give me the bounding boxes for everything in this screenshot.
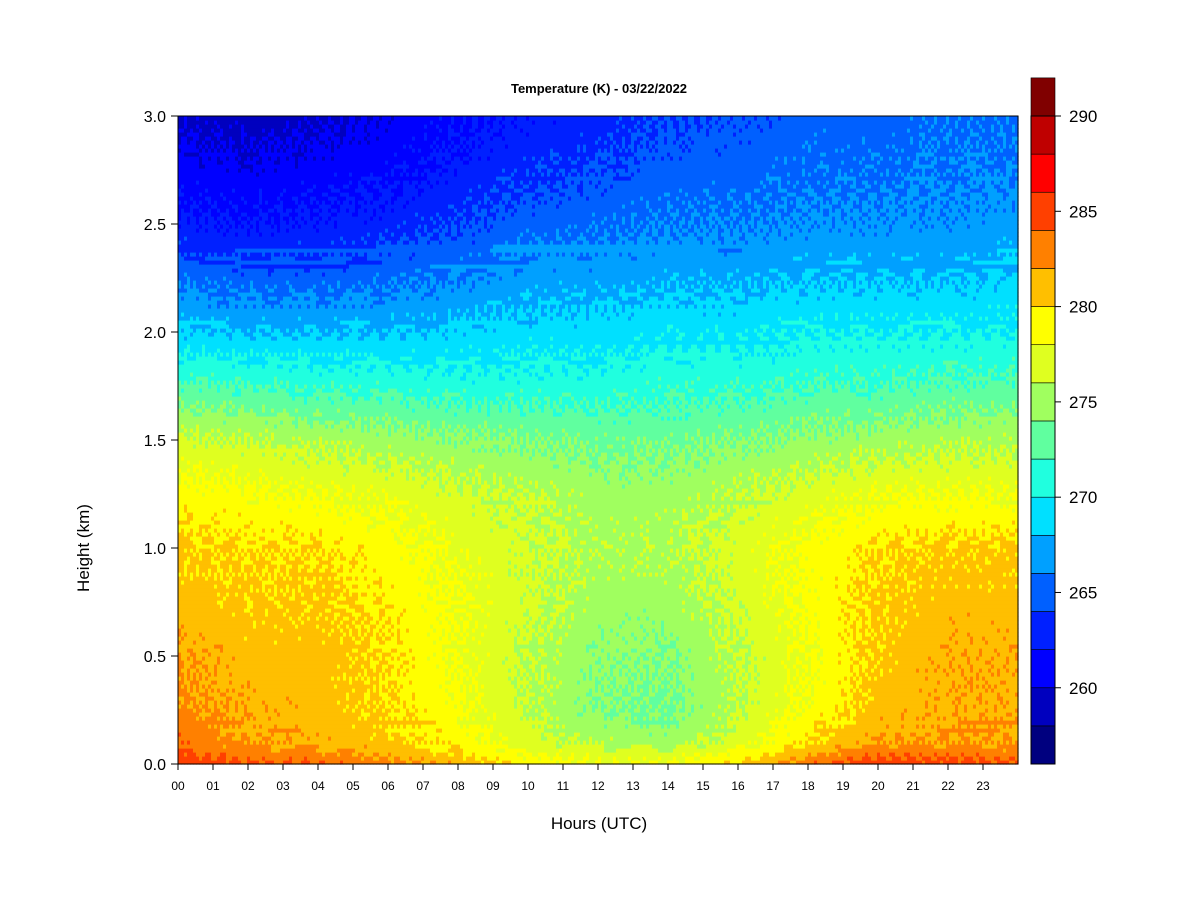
- heatmap-cells: [178, 116, 1019, 765]
- chart-title: Temperature (K) - 03/22/2022: [511, 81, 687, 96]
